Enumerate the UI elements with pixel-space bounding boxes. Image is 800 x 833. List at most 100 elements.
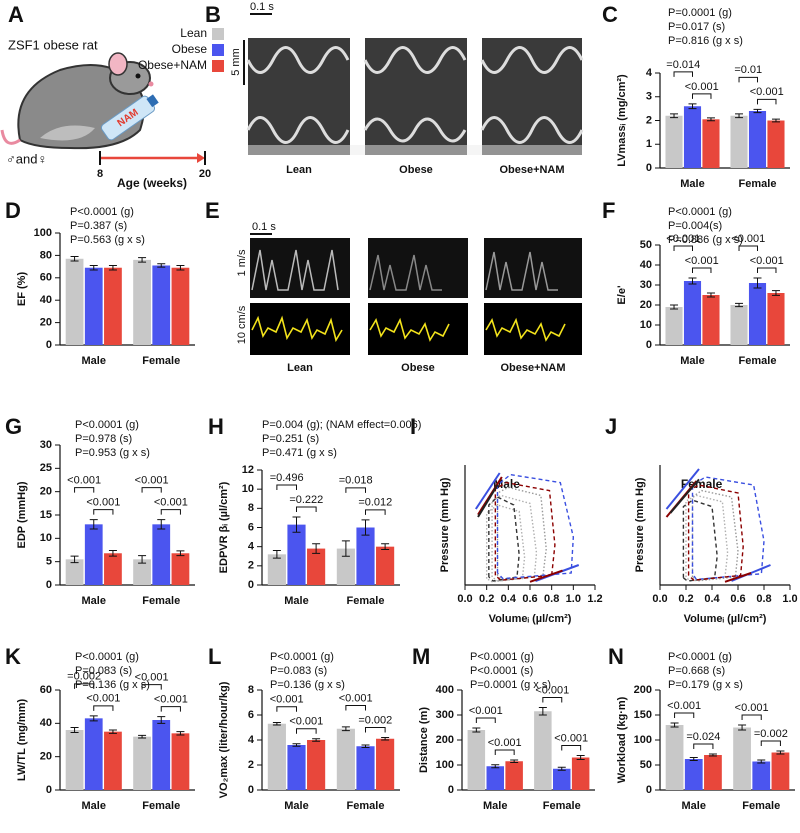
scale-label: 5 mm — [230, 48, 242, 76]
image-label: Obese+NAM — [499, 164, 564, 176]
stats-text: P=0.471 (g x s) — [262, 447, 337, 459]
bracket — [276, 706, 297, 712]
stats-text: P<0.0001 (g) — [70, 206, 134, 218]
scale-label: 0.1 s — [250, 1, 274, 13]
y-tick-label: 12 — [242, 464, 254, 476]
y-tick-label: 50 — [640, 759, 652, 771]
bar — [133, 736, 151, 790]
y-tick-label: 100 — [634, 734, 652, 746]
x-tick-label: Male — [82, 800, 106, 812]
bracket — [160, 509, 181, 515]
y-tick-label: 6 — [248, 709, 254, 721]
panel-letter: J — [605, 414, 617, 439]
comparison-label: <0.001 — [86, 693, 120, 705]
comparison-label: <0.001 — [135, 672, 169, 684]
error-bar — [89, 264, 98, 271]
panel-letter: H — [208, 414, 224, 439]
bracket — [738, 76, 758, 83]
timeline-label: Age (weeks) — [117, 176, 187, 190]
bar — [133, 259, 151, 345]
x-tick-label: 0.4 — [501, 593, 517, 605]
timeline-arrow — [197, 153, 205, 163]
error-bar — [70, 555, 79, 564]
bracket — [674, 712, 695, 718]
bracket — [141, 684, 162, 690]
panel-letter: G — [5, 414, 22, 439]
bar — [767, 120, 785, 168]
bar — [702, 295, 720, 345]
error-bar — [735, 302, 744, 308]
error-bar — [292, 743, 301, 747]
bar — [84, 718, 103, 790]
pv-curve — [669, 478, 700, 514]
bar — [376, 546, 395, 585]
x-tick-label: 1.0 — [782, 593, 797, 605]
bar — [267, 554, 286, 585]
error-bar — [757, 759, 766, 764]
bracket — [345, 705, 366, 711]
bracket — [141, 487, 162, 493]
x-axis-label: Volumeᵢ (µl/cm²) — [684, 613, 767, 625]
y-tick-label: 30 — [640, 279, 652, 291]
error-bar — [176, 550, 185, 557]
error-bar — [138, 555, 147, 564]
bar — [171, 733, 190, 790]
doppler-images — [250, 238, 582, 355]
y-tick-label: 25 — [40, 462, 52, 474]
y-tick-label: 2 — [248, 759, 254, 771]
comparison-label: <0.001 — [488, 737, 522, 749]
error-bar — [688, 103, 697, 110]
stats-text: P=0.083 (s) — [75, 665, 132, 677]
comparison-label: <0.001 — [735, 702, 769, 714]
bracket — [475, 717, 496, 723]
bar — [665, 307, 683, 345]
y-tick-label: 0 — [46, 579, 52, 591]
x-tick-label: Female — [347, 595, 385, 607]
y-tick-label: 10 — [242, 483, 254, 495]
error-bar — [491, 764, 500, 769]
y-tick-label: 300 — [436, 709, 454, 721]
legend-swatch — [212, 44, 224, 56]
error-bar — [735, 113, 744, 119]
error-bar — [157, 263, 166, 268]
x-tick-label: Male — [483, 800, 507, 812]
y-tick-label: 60 — [40, 272, 52, 284]
bar — [752, 761, 771, 790]
x-tick-label: Female — [142, 800, 180, 812]
y-tick-label: 400 — [436, 684, 454, 696]
pv-curve — [496, 473, 575, 580]
bracket — [160, 706, 181, 712]
bar — [733, 727, 751, 790]
bar — [748, 111, 767, 168]
stats-text: P<0.0001 (g) — [75, 419, 139, 431]
pv-curve — [691, 476, 765, 581]
bar — [152, 720, 171, 790]
stats-text: P=0.816 (g x s) — [668, 35, 743, 47]
stats-text: P=0.179 (g x s) — [668, 679, 743, 691]
pv-curve — [496, 486, 547, 581]
stats-text: P=0.387 (s) — [70, 220, 127, 232]
bar — [505, 761, 523, 790]
error-bar — [670, 304, 679, 310]
bar — [771, 752, 790, 790]
pv-curve — [529, 569, 563, 583]
comparison-label: <0.001 — [154, 694, 188, 706]
bracket — [673, 71, 693, 77]
panel-letter: I — [410, 414, 416, 439]
y-axis-label: EDP (mmHg) — [16, 481, 28, 548]
y-tick-label: 20 — [640, 299, 652, 311]
y-tick-label: 100 — [436, 759, 454, 771]
y-tick-label: 6 — [248, 521, 254, 533]
panel-letter: D — [5, 198, 21, 223]
panel-letter: F — [602, 198, 615, 223]
error-bar — [708, 753, 717, 757]
bar — [104, 731, 122, 790]
y-tick-label: 40 — [40, 294, 52, 306]
y-tick-label: 8 — [248, 684, 254, 696]
comparison-label: <0.001 — [750, 86, 784, 98]
bar — [336, 728, 355, 790]
comparison-label: =0.222 — [289, 494, 323, 506]
y-tick-label: 100 — [34, 227, 52, 239]
bar — [356, 527, 375, 585]
comparison-label: <0.001 — [554, 732, 588, 744]
